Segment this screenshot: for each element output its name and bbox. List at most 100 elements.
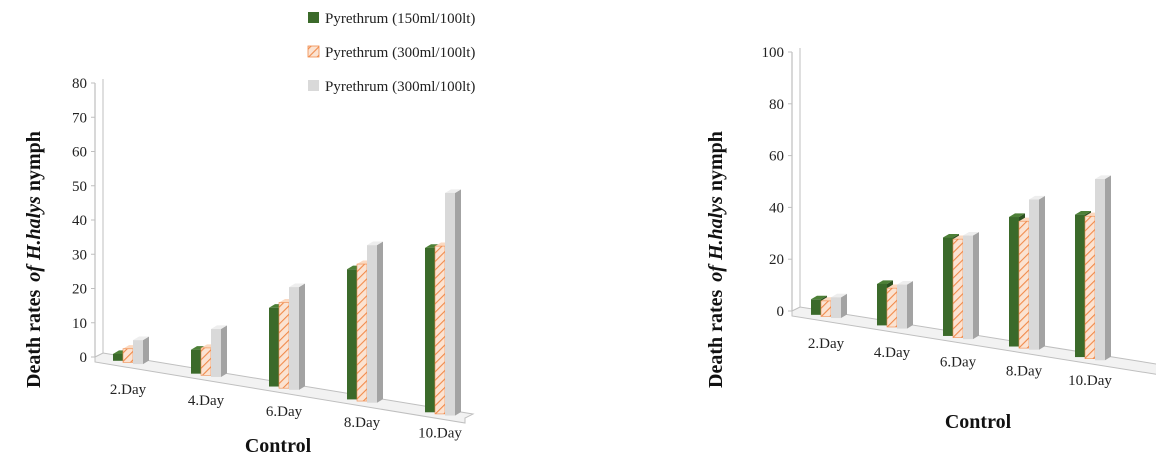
bar-3-10.Day [1095,175,1111,361]
bar-front [1009,217,1019,347]
chart-2-y-axis-title-species: H.halys [705,196,727,261]
chart-1-y-axis-title: Death rates of H.halys nymph [23,131,45,388]
bar-front [200,347,212,376]
bar-3-10.Day [445,189,461,416]
bar-3-4.Day [897,280,913,329]
bar-top [211,325,227,330]
bar-3-4.Day [211,325,227,377]
bar-top [831,293,847,298]
y-tick-label: 0 [777,304,785,320]
y-tick-label: 50 [72,179,87,195]
bar-side [455,189,461,416]
bar-top [445,189,461,193]
bar-front [820,300,832,317]
bar-front [1075,214,1085,358]
bar-3-6.Day [289,283,305,390]
chart-1-y-axis-title-suffix: nymph [23,131,45,196]
bar-top [1095,175,1111,179]
legend-item-2: Pyrethrum (300ml/100lt) [307,45,475,61]
bar-front [278,302,290,389]
bar-front [191,349,201,374]
bar-front [367,245,377,403]
bar-3-2.Day [831,293,847,319]
bar-front [122,348,134,363]
chart-1-x-axis-title: Control [245,435,312,457]
bar-3-6.Day [963,231,979,340]
bar-side [377,241,383,403]
bar-front [347,269,357,400]
bar-top [943,233,959,238]
chart-1-y-axis-title-prefix: of [23,260,45,282]
category-label: 4.Day [188,393,225,409]
chart-2-y-axis-title: Death rates of H.halys nymph [705,131,727,388]
chart-1-ytick-labels: 0 10 20 30 40 50 60 70 80 [72,76,87,366]
chart-1-y-axis-title-species: H.halys [23,196,45,261]
bar-front [269,307,279,387]
bar-front [886,287,898,328]
legend-swatch [308,80,319,91]
chart-2-category-labels: 2.Day 4.Day 6.Day 8.Day 10.Day [808,336,1112,389]
category-label: 6.Day [940,354,977,370]
y-tick-label: 20 [72,282,87,298]
y-tick-label: 40 [769,200,784,216]
bar-front [963,235,973,340]
category-label: 6.Day [266,404,303,420]
y-tick-label: 0 [80,350,88,366]
bar-front [1084,215,1096,359]
category-label: 8.Day [344,415,381,431]
legend-item-1: Pyrethrum (150ml/100lt) [308,11,475,27]
legend-label: Pyrethrum (300ml/100lt) [325,45,475,61]
bar-front [952,238,964,338]
bar-front [1018,220,1030,349]
bar-front [133,340,143,365]
bar-3-2.Day [133,336,149,365]
bar-side [299,283,305,390]
bar-front [211,329,221,377]
chart-2-x-axis-title: Control [945,411,1012,433]
bar-front [1029,199,1039,350]
legend-swatch [307,45,320,58]
bar-side [841,293,847,319]
bar-front [425,247,435,413]
bar-front [356,263,368,402]
bar-top [1009,213,1025,218]
bar-front [897,284,907,329]
bar-side [143,336,149,365]
bar-top [133,336,149,341]
bar-top [963,231,979,236]
bar-top [1075,211,1091,215]
bar-front [289,287,299,390]
legend-label: Pyrethrum (150ml/100lt) [325,11,475,27]
bar-front [831,297,841,319]
y-tick-label: 70 [72,110,87,126]
bar-top [367,241,383,246]
y-tick-label: 60 [72,145,87,161]
legend-item-3: Pyrethrum (300ml/100lt) [308,79,475,95]
bar-front [1095,178,1105,361]
chart-2-y-axis-title-main: Death rates [705,289,727,388]
bar-front [877,283,887,326]
bar-3-8.Day [367,241,383,403]
bar-front [113,353,123,361]
legend-swatch [308,12,319,23]
bar-top [289,283,305,288]
category-label: 8.Day [1006,364,1043,380]
chart-1-bars [113,189,461,416]
bar-side [973,231,979,340]
category-label: 2.Day [808,336,845,352]
chart-2-bars [811,175,1111,361]
bar-front [434,245,446,415]
bar-top [811,295,827,300]
y-tick-label: 80 [769,97,784,113]
chart-1-category-labels: 2.Day 4.Day 6.Day 8.Day 10.Day [110,382,462,442]
y-tick-label: 20 [769,252,784,268]
y-tick-label: 10 [72,316,87,332]
bar-side [907,280,913,329]
bar-top [897,280,913,285]
chart-1-y-axis-title-main: Death rates [23,289,45,388]
bar-3-8.Day [1029,195,1045,350]
bar-side [221,325,227,377]
y-tick-label: 100 [762,45,785,61]
y-tick-label: 30 [72,247,87,263]
